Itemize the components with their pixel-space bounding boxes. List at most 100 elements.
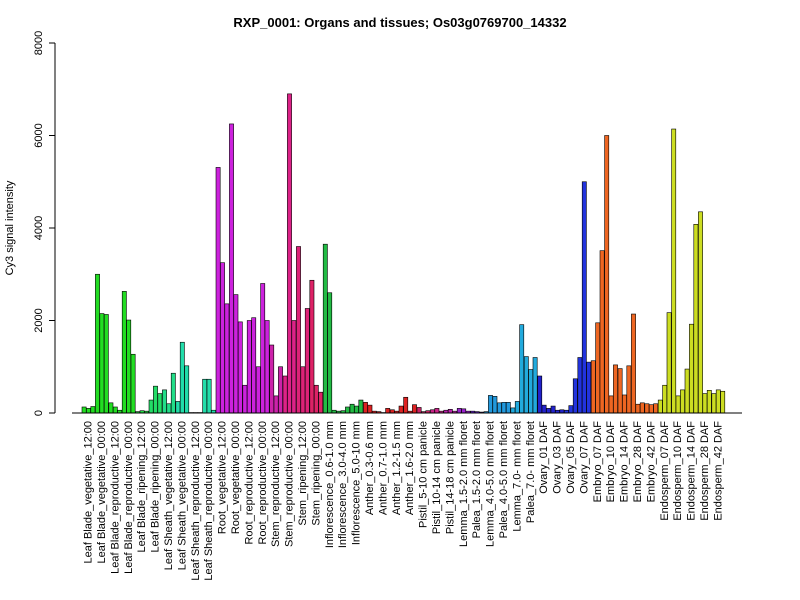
bar xyxy=(595,322,601,414)
bar xyxy=(537,375,543,414)
category-label: Root_vegetative_12:00 xyxy=(217,421,229,534)
bar xyxy=(304,308,310,414)
category-label: Anther_1.2-1.5 mm xyxy=(391,421,403,515)
bar xyxy=(447,408,453,414)
bar xyxy=(572,378,578,414)
bar xyxy=(153,385,158,414)
bar xyxy=(505,402,511,414)
bar xyxy=(546,408,551,414)
category-label: Pistil_5-10 cm panicle xyxy=(418,421,430,528)
category-label: Anther_0.7-1.0 mm xyxy=(377,421,389,515)
bar xyxy=(95,273,100,414)
bar xyxy=(237,321,243,414)
category-label: Palea_7.0- mm floret xyxy=(525,421,537,523)
bar xyxy=(461,408,467,414)
category-label: Stem_reproductive_00:00 xyxy=(284,421,296,547)
bar xyxy=(671,128,677,414)
bar xyxy=(358,399,364,414)
bar xyxy=(296,246,301,414)
category-label: Embryo_10 DAF xyxy=(605,421,617,503)
category-label: Stem_reproductive_12:00 xyxy=(270,421,282,547)
bar xyxy=(242,384,248,414)
bar xyxy=(246,320,252,414)
bar xyxy=(224,303,230,414)
bar xyxy=(644,403,650,414)
bar xyxy=(367,404,373,414)
bar xyxy=(541,404,547,414)
bar xyxy=(233,294,239,414)
bar xyxy=(86,408,91,414)
bar xyxy=(416,407,422,414)
bar xyxy=(108,402,114,414)
category-label: Lemma_4.0-5.0 mm floret xyxy=(485,421,497,547)
category-label: Leaf Sheath_vegetative_12:00 xyxy=(163,421,175,570)
bar xyxy=(206,378,212,414)
bar xyxy=(599,250,605,414)
category-label: Anther_1.6-2.0 mm xyxy=(404,421,416,515)
category-label: Leaf Blade_reproductive_12:00 xyxy=(109,421,121,574)
bar xyxy=(251,317,257,414)
bar xyxy=(590,360,596,414)
bar xyxy=(121,291,127,414)
bar xyxy=(635,403,641,414)
y-tick-label: 2000 xyxy=(33,308,45,332)
bar xyxy=(313,384,319,414)
category-label: Ovary_07 DAF xyxy=(578,421,590,494)
category-label: Endosperm_10 DAF xyxy=(672,421,684,521)
bar xyxy=(497,402,502,414)
bar xyxy=(568,405,574,414)
bar xyxy=(715,389,721,414)
bar xyxy=(492,396,498,414)
bar xyxy=(300,366,306,414)
bar xyxy=(220,262,225,414)
category-label: Palea_4.0-5.0 mm floret xyxy=(498,421,510,538)
bar xyxy=(291,320,297,414)
category-label: Leaf Blade_ripening_12:00 xyxy=(136,421,148,553)
bar xyxy=(81,406,87,414)
bar xyxy=(385,408,391,414)
bar xyxy=(639,402,645,414)
bar xyxy=(90,406,96,414)
bar xyxy=(260,283,266,414)
category-label: Ovary_03 DAF xyxy=(552,421,564,494)
bar xyxy=(523,356,529,414)
bar xyxy=(617,368,623,414)
category-label: Stem_ripening_00:00 xyxy=(310,421,322,526)
category-label: Leaf Blade_ripening_00:00 xyxy=(150,421,162,553)
bar xyxy=(398,405,404,414)
bar xyxy=(269,344,275,414)
category-label: Inflorescence_5.0-10 mm xyxy=(351,421,363,545)
bar xyxy=(577,357,583,414)
chart-title: RXP_0001: Organs and tissues; Os03g07697… xyxy=(233,15,566,30)
bar xyxy=(184,365,190,414)
bar xyxy=(166,403,172,414)
bar xyxy=(613,364,618,414)
bar xyxy=(689,323,694,414)
category-label: Leaf Blade_vegetative_00:00 xyxy=(96,421,108,564)
bar xyxy=(175,401,181,414)
category-label: Embryo_42 DAF xyxy=(645,421,657,503)
category-label: Leaf Sheath_reproductive_00:00 xyxy=(203,421,215,581)
y-tick-label: 0 xyxy=(33,410,45,416)
category-label: Lemma_7.0- mm floret xyxy=(511,421,523,532)
bar xyxy=(103,314,109,414)
category-label: Endosperm_28 DAF xyxy=(699,421,711,521)
bar xyxy=(519,324,525,414)
bar xyxy=(581,181,587,414)
bar xyxy=(162,389,167,414)
bar xyxy=(706,390,712,414)
bar xyxy=(514,401,520,414)
bar xyxy=(622,394,627,414)
category-label: Leaf Blade_reproductive_00:00 xyxy=(123,421,135,574)
bar xyxy=(586,361,592,414)
bar xyxy=(684,368,690,414)
bar xyxy=(322,243,328,414)
bar xyxy=(698,211,703,414)
category-label: Inflorescence_3.0-4.0 mm xyxy=(337,421,349,548)
bar xyxy=(282,375,288,414)
category-label: Stem_ripening_12:00 xyxy=(297,421,309,526)
category-label: Pistil_14-18 cm panicle xyxy=(444,421,456,534)
y-axis: 0 2000 4000 6000 8000 xyxy=(33,31,56,416)
bar xyxy=(604,135,610,414)
